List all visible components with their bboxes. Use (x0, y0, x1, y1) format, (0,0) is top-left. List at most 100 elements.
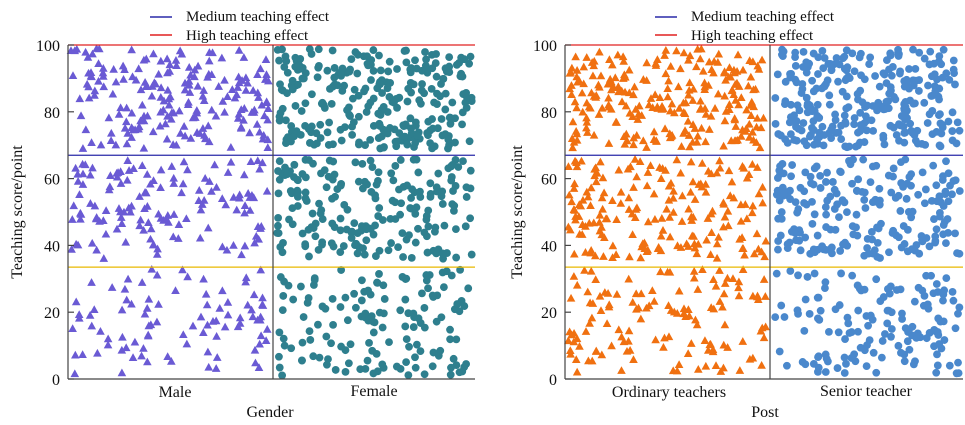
data-point (821, 284, 829, 293)
data-point (827, 243, 836, 252)
data-point (276, 80, 284, 89)
data-point (116, 103, 125, 112)
data-point (378, 216, 387, 224)
data-point (635, 157, 645, 165)
data-point (567, 90, 576, 98)
data-point (294, 80, 302, 89)
data-point (712, 239, 722, 248)
data-point (775, 347, 784, 356)
data-point (466, 166, 475, 175)
data-point (172, 61, 181, 70)
data-point (917, 139, 926, 148)
data-point (343, 316, 352, 325)
data-point (705, 125, 714, 133)
data-point (445, 53, 454, 62)
data-point (930, 326, 939, 334)
data-point (280, 63, 289, 71)
data-point (628, 298, 638, 306)
data-point (569, 137, 579, 146)
data-point (367, 187, 376, 196)
data-point (120, 123, 130, 132)
data-point (240, 241, 250, 250)
data-point (586, 266, 596, 275)
data-point (800, 326, 809, 335)
data-point (460, 55, 469, 64)
data-point (595, 47, 604, 56)
data-point (801, 168, 810, 177)
data-point (350, 219, 359, 228)
data-point (946, 181, 954, 190)
data-point (411, 121, 420, 130)
data-point (640, 238, 649, 247)
data-point (101, 229, 111, 238)
data-point (597, 103, 607, 112)
data-point (810, 269, 819, 278)
data-point (667, 130, 677, 139)
data-point (738, 337, 748, 345)
data-point (569, 272, 579, 280)
data-point (175, 106, 184, 115)
data-point (208, 317, 218, 325)
data-point (396, 306, 405, 315)
data-point (212, 332, 221, 340)
data-point (921, 185, 930, 194)
data-point (939, 202, 948, 210)
data-point (895, 50, 903, 58)
data-point (840, 369, 849, 377)
data-point (439, 283, 448, 292)
data-point (581, 327, 591, 335)
data-point (410, 313, 418, 322)
data-point (403, 97, 412, 106)
data-point (259, 131, 269, 139)
data-point (852, 186, 861, 195)
data-point (94, 76, 103, 85)
data-point (274, 213, 283, 222)
data-point (282, 116, 290, 125)
data-point (423, 248, 432, 257)
data-point (188, 321, 198, 330)
data-point (616, 199, 626, 207)
data-point (448, 98, 457, 107)
data-point (378, 323, 387, 332)
data-point (882, 79, 891, 87)
data-point (749, 102, 759, 111)
data-point (104, 185, 114, 194)
data-point (105, 182, 115, 191)
data-point (274, 167, 282, 175)
data-point (87, 238, 97, 247)
data-point (836, 167, 844, 176)
data-point (684, 204, 693, 213)
data-point (655, 163, 664, 171)
data-point (736, 216, 746, 225)
data-point (152, 250, 162, 258)
data-point (624, 336, 633, 345)
data-point (144, 294, 154, 303)
data-point (234, 45, 244, 54)
data-point (661, 166, 670, 174)
data-point (809, 359, 818, 368)
data-point (711, 361, 721, 369)
data-point (949, 296, 958, 305)
data-point (438, 187, 447, 196)
data-point (803, 273, 812, 281)
data-point (924, 81, 932, 90)
data-point (669, 307, 679, 316)
data-point (369, 46, 378, 54)
data-point (656, 231, 666, 240)
data-point (742, 105, 751, 114)
data-point (619, 57, 628, 65)
data-point (275, 363, 284, 372)
y-tick-label: 20 (44, 305, 60, 322)
data-point (116, 167, 125, 175)
data-point (632, 131, 642, 139)
data-point (628, 112, 637, 121)
data-point (425, 271, 434, 279)
data-point (99, 71, 108, 80)
data-point (237, 76, 247, 84)
data-point (796, 246, 805, 255)
data-point (954, 358, 962, 367)
data-point (915, 76, 924, 84)
data-point (755, 143, 765, 152)
data-point (579, 62, 589, 71)
data-point (890, 93, 898, 101)
